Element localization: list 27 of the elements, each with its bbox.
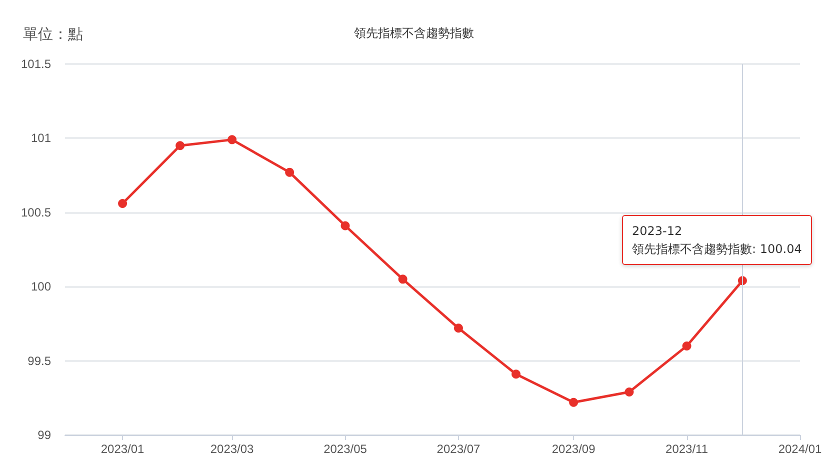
point [569, 398, 578, 407]
x-tick-label: 2023/05 [324, 442, 368, 456]
annotation: 2023-12 領先指標不含趨勢指數: 100.04 [622, 214, 812, 265]
x-tick-label: 2023/03 [210, 442, 254, 456]
y-tick-label: 101.5 [20, 57, 52, 71]
chart-title: 領先指標不含趨勢指數 [354, 26, 474, 40]
point [398, 274, 408, 284]
point [285, 168, 294, 177]
point [682, 341, 692, 350]
y-tick-label: 99 [38, 428, 52, 442]
x-tick-label: 2023/09 [552, 442, 596, 456]
x-tick-label: 2023/07 [436, 442, 480, 456]
x-tick-label: 2024/01 [778, 442, 822, 456]
point [454, 324, 463, 333]
y-axis-title: 單位：點 [23, 26, 83, 43]
x-tick-label: 2023/01 [100, 442, 145, 456]
y-tick-label: 100.5 [20, 205, 52, 220]
x-tick-label: 2023/11 [666, 442, 708, 456]
y-tick-label: 99.5 [28, 354, 52, 368]
point [624, 387, 634, 396]
y-tick-label: 100 [30, 280, 52, 294]
point [228, 135, 237, 144]
point [512, 370, 521, 379]
point [118, 199, 128, 208]
point [340, 221, 350, 230]
y-tick-label: 101 [30, 131, 52, 146]
point [176, 141, 185, 150]
